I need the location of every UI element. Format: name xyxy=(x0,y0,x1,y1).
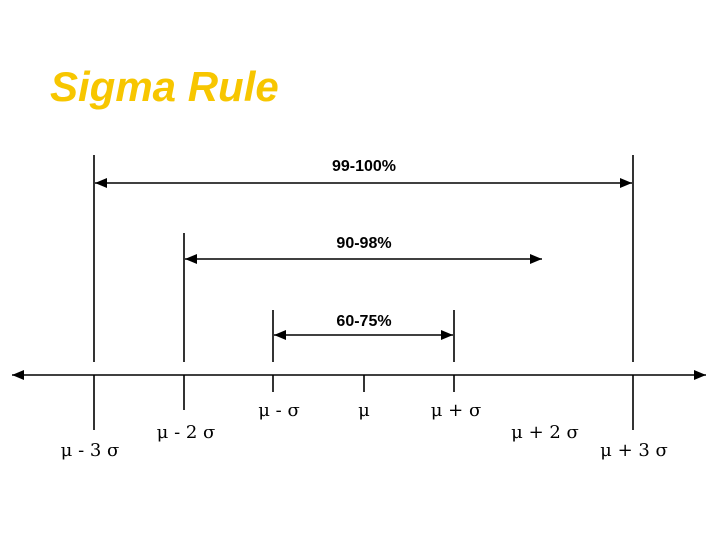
range-label: 60-75% xyxy=(336,313,391,330)
title: Sigma Rule xyxy=(50,63,279,110)
axis-label: μ - 3 σ xyxy=(61,440,120,461)
axis-label: μ - σ xyxy=(258,400,300,421)
axis-label: μ xyxy=(358,400,370,421)
axis-label: μ - 2 σ xyxy=(157,422,216,443)
axis-label: μ + 2 σ xyxy=(511,422,579,443)
axis-label: μ + 3 σ xyxy=(600,440,668,461)
range-label: 99-100% xyxy=(332,158,396,175)
range-label: 90-98% xyxy=(336,235,391,252)
axis-label: μ + σ xyxy=(431,400,482,421)
